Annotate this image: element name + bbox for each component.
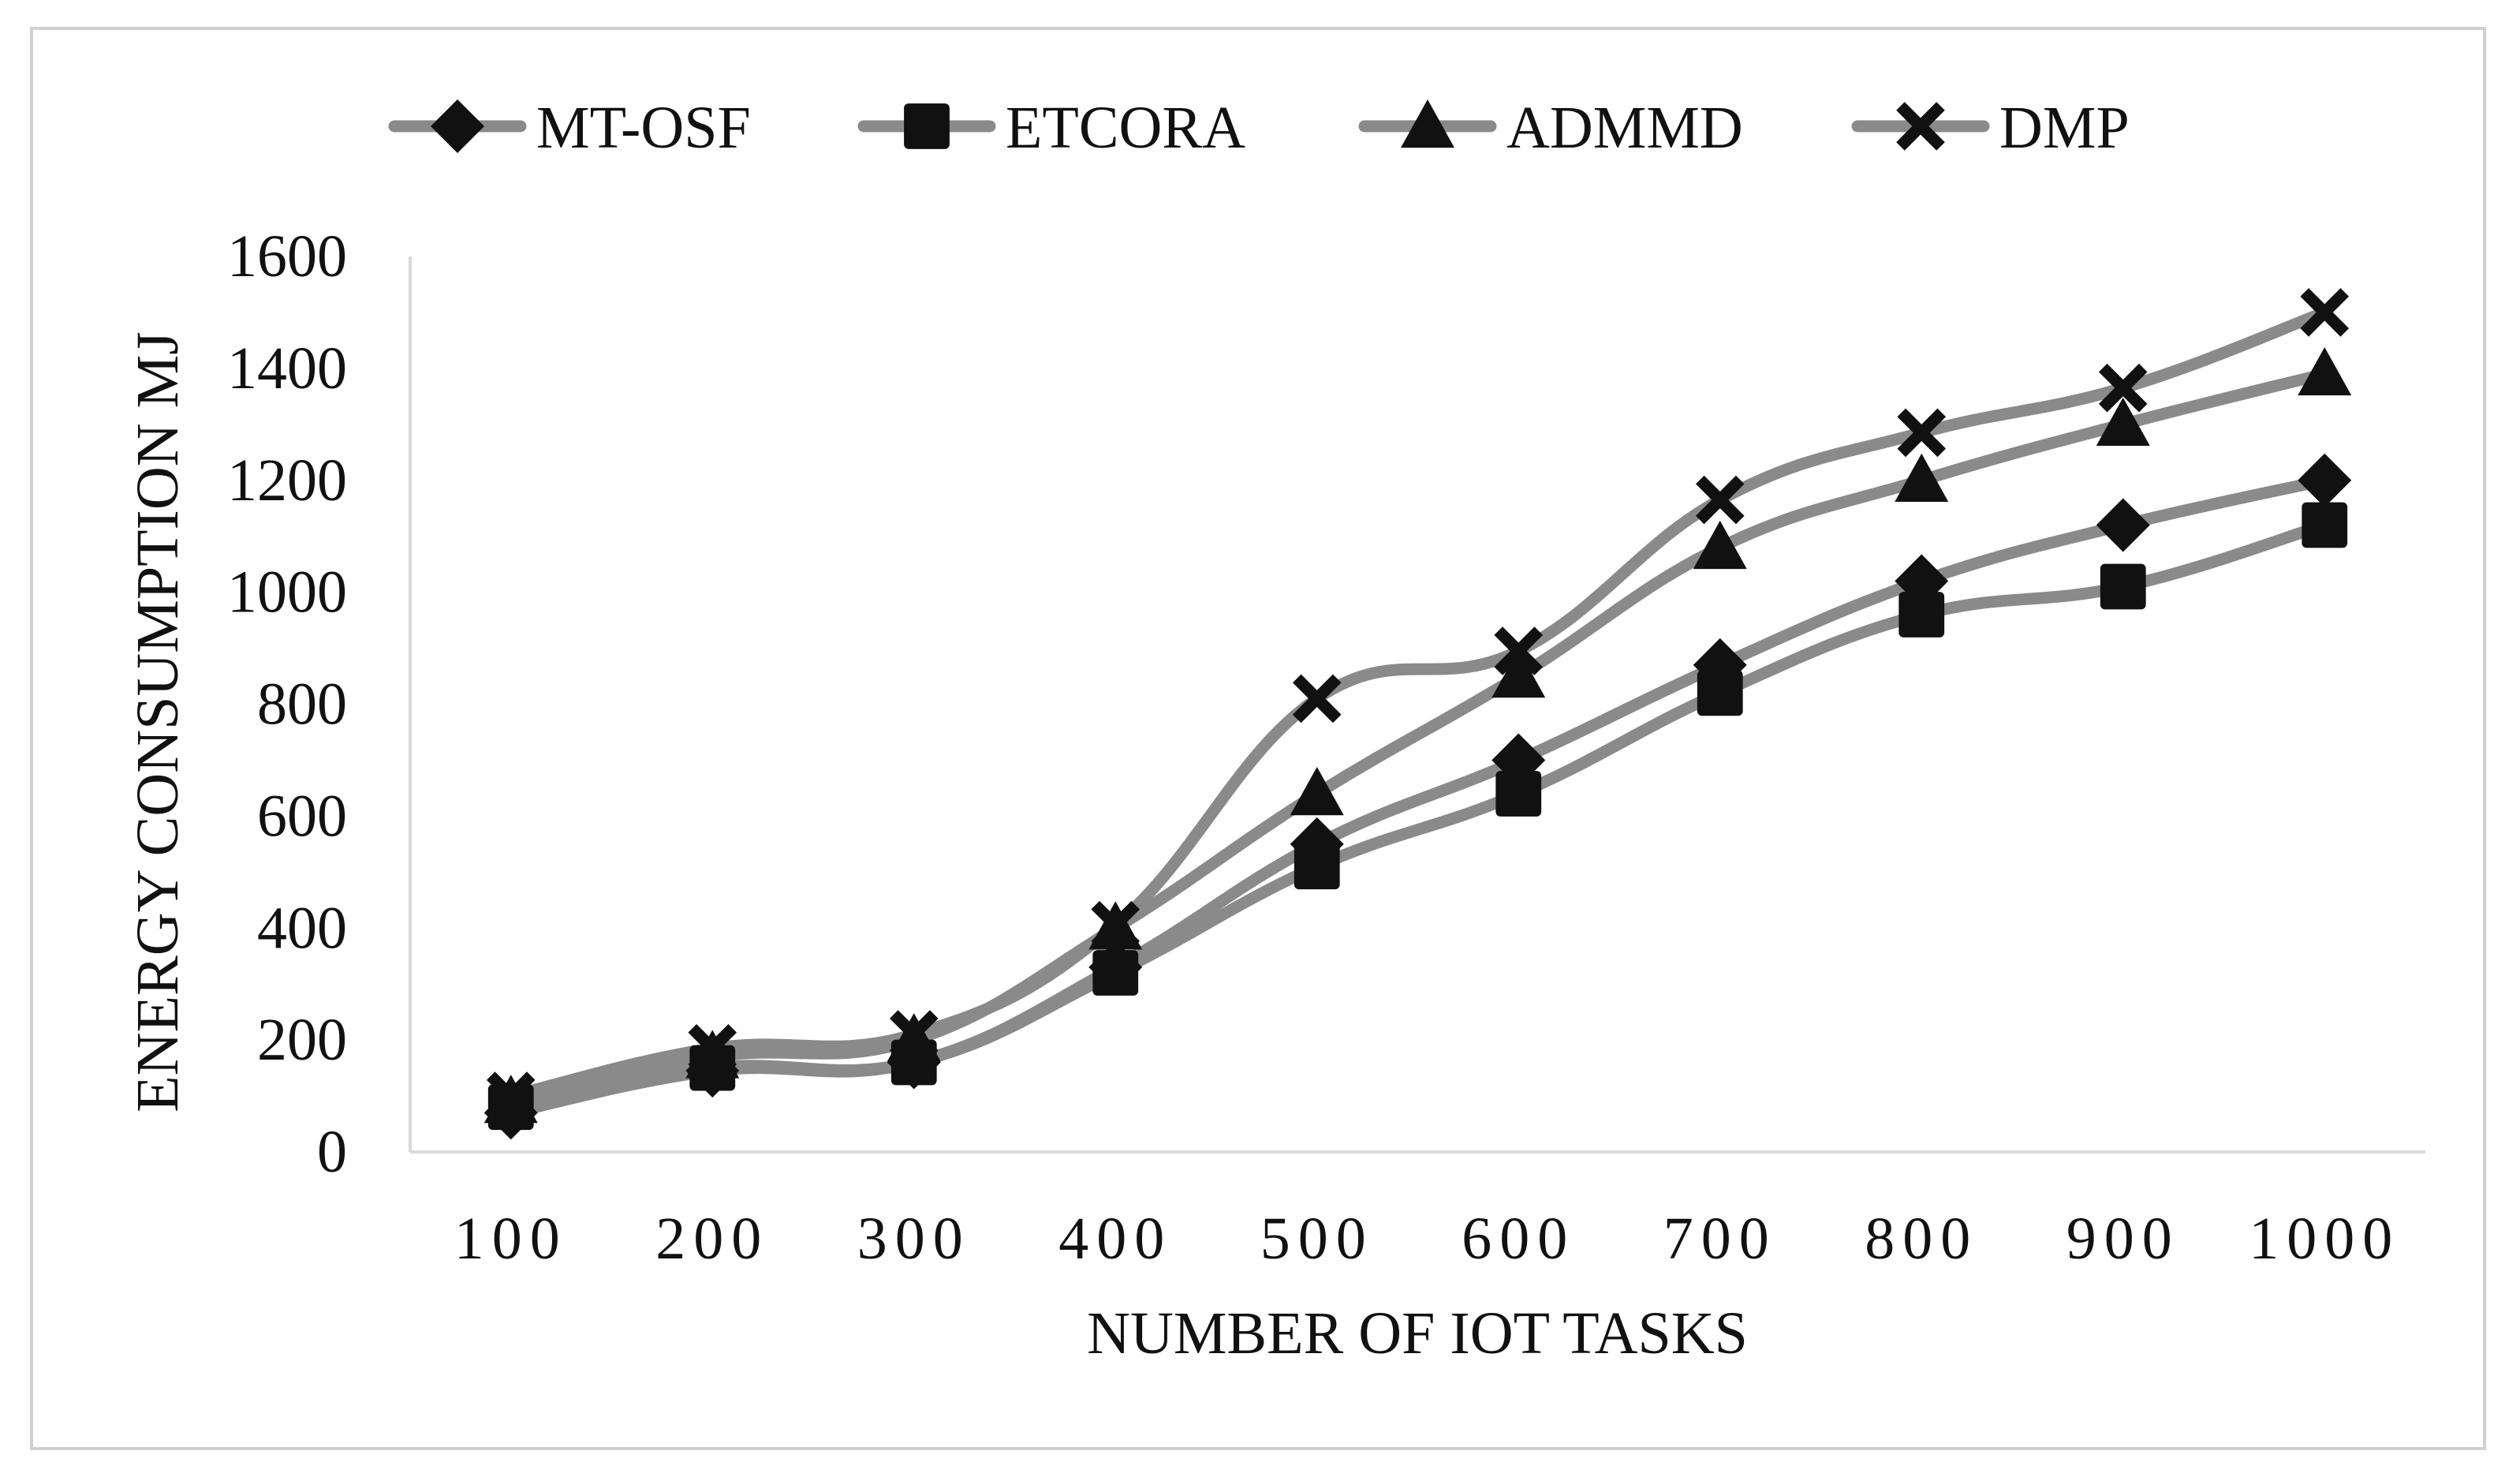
series-line-admmd xyxy=(505,368,2331,1108)
data-point-dmp xyxy=(1292,674,1342,724)
legend-label: DMP xyxy=(1999,95,2130,161)
legend-marker-square xyxy=(904,103,950,149)
data-point-dmp xyxy=(1695,475,1745,525)
x-axis-label: NUMBER OF IOT TASKS xyxy=(1087,1300,1748,1367)
series-line-etcora xyxy=(505,519,2331,1113)
data-point-etcora xyxy=(1697,670,1743,716)
series-lines xyxy=(505,306,2331,1119)
data-point-admmd xyxy=(1290,767,1344,816)
data-point-etcora xyxy=(2302,502,2348,548)
legend: MT-OSF ETCORA ADMMD DMP xyxy=(388,95,2130,161)
data-point-mt-osf xyxy=(2298,453,2352,507)
x-tick-label: 600 xyxy=(1462,1206,1575,1272)
y-tick-label: 400 xyxy=(257,895,347,961)
plot-area: 0 200 400 600 800 1000 1200 1400 1600 100 200 300 4… xyxy=(227,223,2425,1272)
data-point-etcora xyxy=(1898,592,1945,638)
x-tick-label: 100 xyxy=(454,1206,568,1272)
y-tick-label: 600 xyxy=(257,783,347,849)
legend-item: ETCORA xyxy=(857,95,1245,161)
legend-item: MT-OSF xyxy=(388,95,751,161)
data-point-dmp xyxy=(889,1010,939,1059)
data-point-etcora xyxy=(1495,771,1542,817)
data-point-dmp xyxy=(688,1023,737,1073)
legend-item: ADMMD xyxy=(1358,95,1743,161)
y-tick-label: 1200 xyxy=(227,447,347,514)
data-point-admmd xyxy=(2096,397,2150,447)
data-point-mt-osf xyxy=(2096,498,2150,552)
data-point-admmd xyxy=(1491,649,1546,698)
y-tick-label: 1600 xyxy=(227,223,347,290)
x-tick-label: 400 xyxy=(1058,1206,1172,1272)
x-tick-label: 1000 xyxy=(2249,1206,2400,1272)
legend-label: ETCORA xyxy=(1006,95,1245,161)
legend-marker-triangle xyxy=(1401,99,1454,148)
y-tick-label: 1000 xyxy=(227,559,347,626)
y-tick-label: 200 xyxy=(257,1007,347,1073)
x-tick-label: 800 xyxy=(1865,1206,1978,1272)
y-axis-label: ENERGY CONSUMPTION MJ xyxy=(125,331,191,1112)
legend-label: MT-OSF xyxy=(536,95,751,161)
legend-marker-diamond xyxy=(431,99,484,153)
x-tick-label: 200 xyxy=(655,1206,769,1272)
data-point-admmd xyxy=(2298,346,2352,396)
y-tick-label: 0 xyxy=(317,1119,347,1185)
x-tick-label: 900 xyxy=(2066,1206,2180,1272)
data-point-dmp xyxy=(2098,363,2148,413)
x-tick-label: 500 xyxy=(1260,1206,1374,1272)
chart-border xyxy=(30,27,2486,1450)
x-tick-labels: 100 200 300 400 500 600 700 800 900 1000 xyxy=(454,1206,2400,1272)
legend-label: ADMMD xyxy=(1506,95,1743,161)
data-point-dmp xyxy=(486,1071,536,1120)
data-point-dmp xyxy=(1494,626,1544,675)
series-line-dmp xyxy=(505,306,2331,1102)
y-tick-labels: 0 200 400 600 800 1000 1200 1400 1600 xyxy=(227,223,347,1185)
y-tick-label: 800 xyxy=(257,671,347,738)
data-point-etcora xyxy=(2100,563,2146,610)
x-tick-label: 300 xyxy=(857,1206,971,1272)
data-point-etcora xyxy=(1092,950,1139,996)
data-point-admmd xyxy=(1895,453,1949,502)
x-tick-label: 700 xyxy=(1663,1206,1777,1272)
data-point-dmp xyxy=(1897,408,1947,458)
data-point-admmd xyxy=(1693,520,1747,570)
legend-item: DMP xyxy=(1851,95,2130,161)
data-point-etcora xyxy=(1294,843,1340,890)
y-tick-label: 1400 xyxy=(227,335,347,402)
legend-marker-cross xyxy=(1896,102,1945,151)
data-point-dmp xyxy=(1091,900,1141,950)
series-markers xyxy=(483,288,2352,1140)
data-point-dmp xyxy=(2300,288,2350,337)
